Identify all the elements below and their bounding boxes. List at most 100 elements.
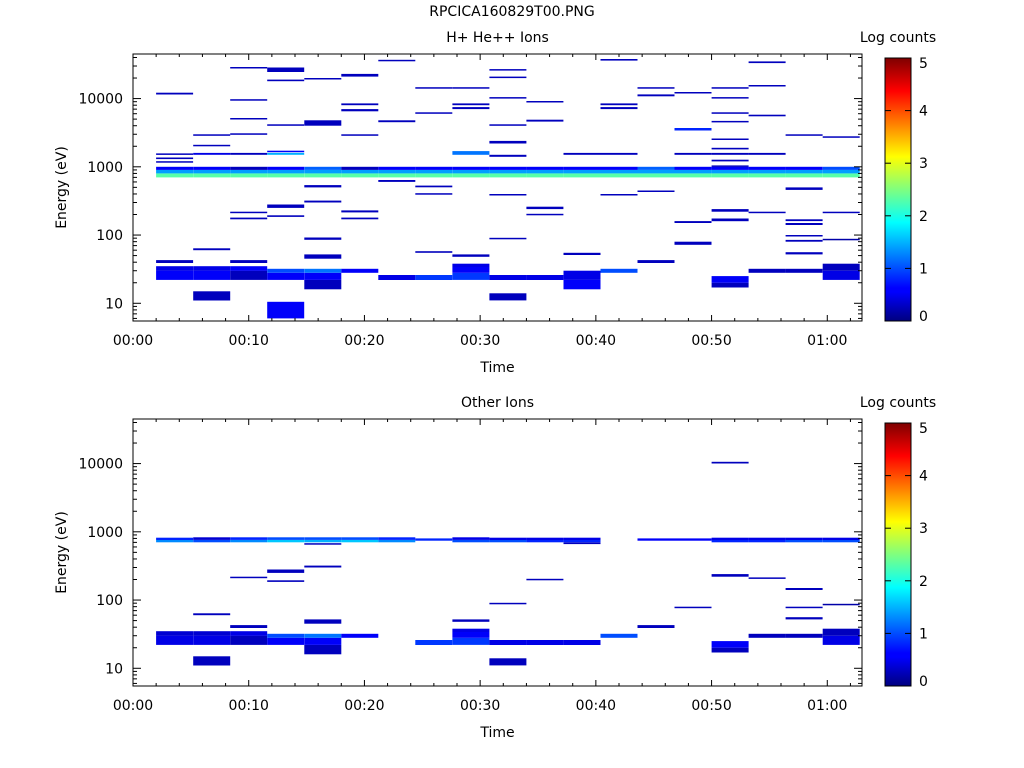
heatmap-cell (230, 266, 268, 271)
heatmap-cell (304, 637, 342, 645)
heatmap-cell (304, 200, 342, 203)
heatmap-cell (822, 211, 860, 214)
heatmap-cell (748, 633, 786, 638)
heatmap-cell (267, 633, 305, 638)
heatmap-cell (600, 173, 638, 178)
heatmap-cell (822, 173, 860, 178)
heatmap-cell (748, 85, 786, 87)
plot-frame (132, 418, 863, 687)
heatmap-cell (267, 637, 305, 645)
heatmap-cell (415, 169, 453, 174)
heatmap-cell (711, 218, 749, 222)
x-axis-label: Time (479, 360, 514, 376)
colorbar-tick-label: 4 (919, 104, 928, 120)
colorbar (884, 422, 912, 687)
heatmap-cell (526, 166, 564, 170)
heatmap-cell (304, 644, 342, 655)
heatmap-cell (785, 588, 823, 590)
heatmap-cell (563, 537, 601, 540)
heatmap-cell (304, 120, 342, 126)
heatmap-cell (600, 633, 638, 638)
heatmap-cell (822, 169, 860, 174)
x-tick-label: 00:10 (229, 698, 269, 714)
heatmap-cell (711, 152, 749, 155)
heatmap-cell (526, 537, 564, 540)
heatmap-cell (230, 576, 268, 579)
colorbar-tick-label: 0 (919, 674, 928, 690)
heatmap-cell (822, 136, 860, 138)
heatmap-cell (711, 282, 749, 288)
heatmap-cell (600, 194, 638, 196)
heatmap-cell (378, 539, 416, 543)
x-tick-label: 00:20 (344, 698, 384, 714)
heatmap-cell (267, 173, 305, 178)
heatmap-cell (341, 539, 379, 543)
heatmap-cell (193, 166, 231, 170)
heatmap-cell (637, 94, 675, 97)
heatmap-cell (526, 640, 564, 645)
heatmap-cell (711, 120, 749, 123)
heatmap-cell (378, 166, 416, 170)
heatmap-cell (526, 213, 564, 216)
x-tick-label: 00:20 (344, 333, 384, 349)
heatmap-cell (156, 161, 194, 163)
heatmap-cell (489, 275, 527, 280)
heatmap-cell (230, 211, 268, 214)
y-axis-label: Energy (eV) (54, 146, 70, 229)
heatmap-cell (563, 542, 601, 545)
heatmap-cell (748, 537, 786, 540)
heatmap-cell (304, 166, 342, 170)
heatmap-cell (674, 538, 712, 541)
heatmap-cell (637, 260, 675, 263)
heatmap-cell (378, 59, 416, 62)
colorbar-tick-label: 5 (919, 421, 928, 437)
heatmap-cell (415, 87, 453, 89)
heatmap-cell (193, 270, 231, 280)
heatmap-cell (452, 537, 490, 540)
heatmap-cell (193, 266, 231, 271)
heatmap-cell (489, 194, 527, 196)
heatmap-cell (563, 640, 601, 645)
heatmap-cell (637, 625, 675, 628)
heatmap-cell (230, 625, 268, 628)
heatmap-cell (674, 152, 712, 155)
figure-title: RPCICA160829T00.PNG (429, 4, 595, 20)
heatmap-cell (267, 166, 305, 170)
heatmap-cell (304, 279, 342, 290)
colorbar-tick-label: 4 (919, 469, 928, 485)
heatmap-cell (304, 268, 342, 273)
heatmap-cell (711, 276, 749, 283)
colorbar-label: Log counts (860, 395, 936, 411)
colorbar-tick-label: 5 (919, 56, 928, 72)
heatmap-cell (822, 603, 860, 606)
heatmap-cell (193, 144, 231, 147)
heatmap-cell (230, 539, 268, 543)
heatmap-cell (230, 631, 268, 636)
panel-title: H+ He++ Ions (446, 30, 549, 46)
heatmap-cell (156, 169, 194, 174)
heatmap-cell (822, 537, 860, 540)
heatmap-cell (489, 69, 527, 71)
heatmap-cell (267, 150, 305, 153)
heatmap-cell (304, 543, 342, 545)
heatmap-cell (378, 169, 416, 174)
heatmap-cell (563, 169, 601, 174)
heatmap-cell (711, 147, 749, 150)
heatmap-cell (193, 613, 231, 616)
heatmap-cell (674, 169, 712, 174)
heatmap-cell (711, 574, 749, 577)
heatmap-cell (304, 539, 342, 543)
heatmap-cell (193, 152, 231, 155)
heatmap-cell (452, 637, 490, 645)
heatmap-cell (748, 61, 786, 64)
heatmap-cell (452, 628, 490, 632)
heatmap-cell (230, 217, 268, 220)
heatmap-cell (304, 633, 342, 638)
heatmap-cell (489, 166, 527, 170)
heatmap-cell (489, 640, 527, 645)
heatmap-cell (452, 632, 490, 638)
heatmap-cell (341, 268, 379, 273)
heatmap-cell (452, 263, 490, 267)
y-tick-label: 100 (96, 228, 123, 244)
heatmap-cell (267, 268, 305, 273)
